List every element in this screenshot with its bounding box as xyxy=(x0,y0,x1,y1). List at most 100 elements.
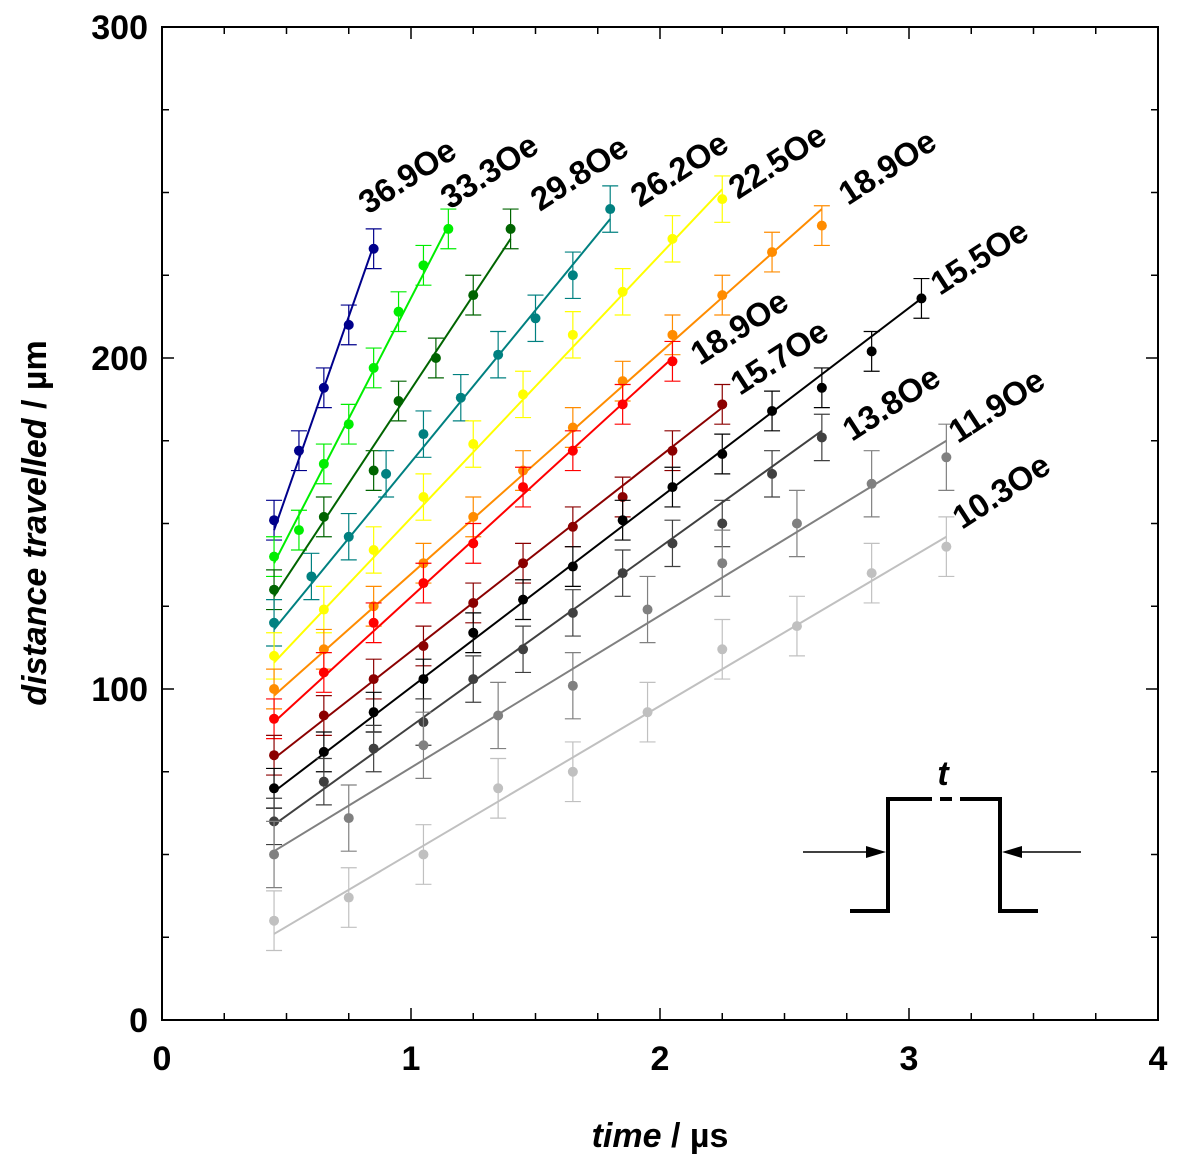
pulse-left-edge xyxy=(850,797,920,913)
data-point xyxy=(505,223,516,234)
data-point xyxy=(468,674,479,685)
data-point xyxy=(318,458,329,469)
fit-line xyxy=(273,406,723,760)
x-tick-label: 1 xyxy=(402,1040,421,1078)
data-point xyxy=(430,353,441,363)
y-axis-title-var: distance travelled xyxy=(16,417,54,705)
data-point xyxy=(717,290,728,301)
data-point xyxy=(567,680,578,691)
data-point xyxy=(368,743,379,754)
fit-line xyxy=(273,225,450,564)
series-label-18.9oe-orange: 18.9Oe xyxy=(832,122,943,212)
data-point xyxy=(567,422,578,433)
data-point xyxy=(866,478,877,489)
series-3 xyxy=(266,185,619,647)
y-tick-label: 100 xyxy=(91,671,148,709)
data-point xyxy=(667,356,678,367)
x-axis-title-unit: / µs xyxy=(662,1117,729,1155)
data-point xyxy=(418,674,429,685)
data-point xyxy=(567,445,578,456)
pulse-right-edge xyxy=(968,797,1038,913)
data-point xyxy=(343,892,354,903)
fit-line xyxy=(273,535,947,935)
data-point xyxy=(717,448,728,459)
data-point xyxy=(318,644,329,655)
series-8 xyxy=(266,277,930,809)
data-point xyxy=(617,286,628,297)
data-point xyxy=(667,445,678,456)
data-point xyxy=(518,389,529,400)
data-point xyxy=(717,399,728,410)
x-tick-label: 4 xyxy=(1149,1040,1168,1078)
series-2 xyxy=(266,208,519,611)
data-point xyxy=(717,518,728,529)
data-point xyxy=(393,396,404,407)
data-point xyxy=(605,204,616,215)
data-point xyxy=(941,541,952,552)
x-axis-title-var: time xyxy=(592,1117,662,1155)
data-point xyxy=(343,319,354,330)
data-point xyxy=(767,247,778,258)
data-point xyxy=(269,650,280,661)
pulse-arrowhead-left xyxy=(866,846,886,858)
data-point xyxy=(368,362,379,373)
data-point xyxy=(269,584,280,595)
fit-line xyxy=(273,218,611,631)
series-label-13.8oe: 13.8Oe xyxy=(836,358,947,448)
data-point xyxy=(717,558,728,569)
data-point xyxy=(518,644,529,655)
data-point xyxy=(816,382,827,393)
data-point xyxy=(468,511,479,522)
data-point xyxy=(368,544,379,555)
series-label-10.3oe: 10.3Oe xyxy=(946,446,1057,536)
data-point xyxy=(318,776,329,787)
data-point xyxy=(617,568,628,579)
data-point xyxy=(318,511,329,522)
data-point xyxy=(269,915,280,926)
data-point xyxy=(455,392,466,403)
data-point xyxy=(318,710,329,721)
data-point xyxy=(343,813,354,824)
data-point xyxy=(866,568,877,579)
pulse-duration-label: t xyxy=(937,755,950,793)
fit-line xyxy=(273,430,823,826)
series-9 xyxy=(266,413,830,846)
data-point xyxy=(493,349,504,360)
data-point xyxy=(567,607,578,618)
fit-line xyxy=(273,297,923,793)
data-point xyxy=(767,468,778,479)
x-axis-title: time / µs xyxy=(592,1117,729,1155)
data-point xyxy=(368,617,379,628)
data-point xyxy=(468,627,479,638)
data-point xyxy=(816,220,827,231)
data-point xyxy=(418,740,429,751)
data-point xyxy=(343,531,354,542)
series-label-29.8oe: 29.8Oe xyxy=(524,128,635,218)
data-point xyxy=(343,419,354,430)
data-point xyxy=(816,432,827,443)
data-point xyxy=(617,515,628,526)
data-point xyxy=(418,492,429,503)
data-point xyxy=(418,429,429,440)
y-axis-title-unit: / µm xyxy=(16,340,54,418)
data-point xyxy=(368,243,379,254)
data-point xyxy=(667,482,678,493)
data-point xyxy=(567,561,578,572)
series-11 xyxy=(266,516,955,952)
data-point xyxy=(269,684,280,694)
data-point xyxy=(381,468,392,479)
data-point xyxy=(293,525,304,536)
tick-labels: 0 1 2 3 4 0 100 200 300 xyxy=(91,9,1167,1078)
data-point xyxy=(368,674,379,685)
data-point xyxy=(418,640,429,651)
data-point xyxy=(318,604,329,615)
data-point xyxy=(567,329,578,340)
data-point xyxy=(791,518,802,529)
series-label-15.5oe: 15.5Oe xyxy=(924,212,1035,302)
y-tick-label: 200 xyxy=(91,340,148,378)
data-point xyxy=(269,617,280,628)
data-point xyxy=(269,713,280,724)
data-point xyxy=(368,707,379,718)
data-point xyxy=(667,329,678,340)
